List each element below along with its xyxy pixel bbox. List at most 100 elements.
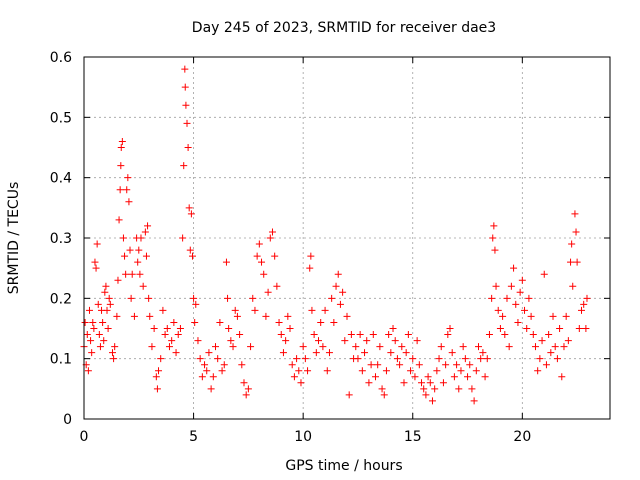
data-point [222,258,230,266]
data-point [431,385,439,393]
data-point [88,349,96,357]
data-point [420,385,428,393]
data-point [378,385,386,393]
data-point [127,294,135,302]
data-point [187,210,195,218]
data-point [571,210,579,218]
data-point [182,101,190,109]
data-point [282,337,290,345]
data-point [117,162,125,170]
data-point [184,144,192,151]
data-point [266,234,274,242]
data-point [293,355,301,363]
data-point [242,391,250,399]
data-point [514,318,522,326]
data-point [104,325,112,332]
data-point [170,318,178,326]
data-point [404,331,412,339]
plot-frame [83,56,611,420]
data-point [240,379,248,387]
data-point [152,373,160,381]
x-tick-label: 15 [404,429,422,445]
data-point [203,367,211,375]
data-point [354,355,362,363]
data-point [547,349,555,357]
data-point [93,240,101,248]
data-point [194,337,202,345]
data-point [185,204,193,212]
data-point [534,367,542,375]
data-point [358,367,366,375]
data-point [382,367,390,375]
data-point [108,349,116,357]
data-point [91,258,99,266]
data-point [356,331,364,339]
data-point [105,294,113,302]
data-point [188,252,196,260]
data-point [81,318,89,326]
data-point [325,349,333,357]
data-point [437,343,445,351]
data-point [87,337,95,345]
y-axis-label: SRMTID / TECUs [6,182,22,295]
data-point [121,252,129,260]
data-point [315,337,323,345]
data-point [180,162,188,170]
data-point [385,331,393,339]
data-point [268,228,276,236]
data-point [389,325,397,332]
data-point [118,137,126,145]
data-point [103,306,111,314]
data-point [470,397,478,405]
data-point [192,300,200,308]
data-point [114,276,122,284]
y-tick-label: 0 [63,412,72,428]
data-point [472,367,480,375]
data-point [492,282,500,290]
data-point [575,325,583,332]
data-point [229,343,237,351]
data-point [106,300,114,308]
data-point [115,216,123,224]
data-point [251,306,259,314]
x-tick-label: 20 [513,429,531,445]
data-point [307,252,315,260]
data-point [339,288,347,296]
data-point [489,234,497,242]
data-point [525,294,533,302]
data-point [413,337,421,345]
data-point [198,373,206,381]
data-point [475,343,482,351]
data-point [308,306,316,314]
data-point [328,294,336,302]
data-point [271,252,279,260]
data-point [191,318,199,326]
data-point [415,361,423,369]
data-point [369,331,377,339]
data-point [468,385,476,393]
data-point [317,318,325,326]
data-point [100,337,108,345]
data-point [148,343,156,351]
data-point [488,294,496,302]
data-point [275,318,283,326]
data-point [341,337,349,345]
data-point [400,379,408,387]
data-point [376,343,384,351]
data-point [130,312,138,320]
data-point [161,331,169,339]
data-point [459,343,467,351]
data-point [163,325,171,332]
data-point [398,343,406,351]
data-point [99,318,107,326]
data-point [94,300,102,308]
data-point [244,385,252,393]
data-point [111,343,119,351]
data-point [402,349,410,357]
data-point [387,349,395,357]
data-point [181,65,189,73]
data-point [496,325,504,332]
data-point [396,361,404,369]
data-point [485,331,493,339]
data-point [236,331,244,339]
